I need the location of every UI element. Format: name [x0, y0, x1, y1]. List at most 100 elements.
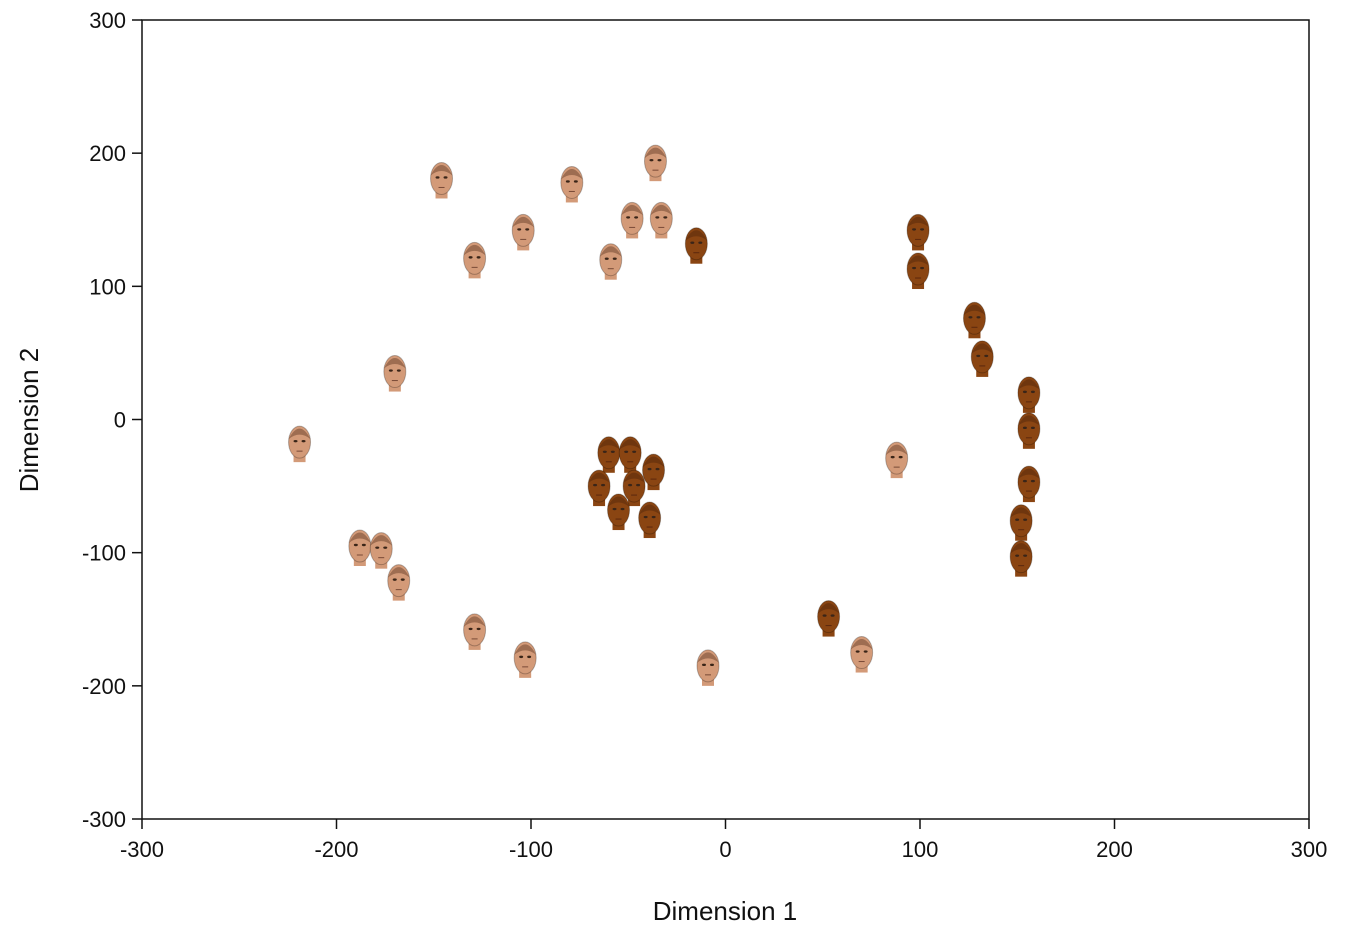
face-head — [587, 469, 611, 503]
face-eye — [468, 256, 473, 259]
face-hair — [1010, 507, 1033, 518]
face-hair — [560, 168, 583, 180]
face-head — [906, 213, 930, 247]
point — [684, 227, 708, 264]
face-eye — [443, 176, 448, 179]
point — [622, 469, 646, 507]
point — [597, 436, 621, 473]
point — [850, 636, 874, 673]
face-eye — [601, 483, 606, 487]
face-hair — [288, 428, 311, 440]
face-eye — [863, 650, 868, 653]
face-head — [599, 243, 623, 277]
point — [383, 355, 407, 392]
face-eye — [657, 158, 662, 162]
face-eye — [649, 158, 654, 162]
face-hair — [383, 358, 406, 369]
face-hair — [817, 603, 840, 614]
face-eye — [655, 216, 660, 219]
face-eye — [476, 256, 481, 259]
x-axis-label: Dimension 1 — [653, 896, 798, 926]
face-head — [369, 532, 393, 566]
x-tick-label: 0 — [719, 837, 731, 862]
point — [906, 213, 930, 251]
face-eye — [855, 650, 860, 653]
face-head — [1009, 540, 1033, 574]
face-hair — [370, 535, 393, 546]
face-hair — [971, 343, 994, 354]
face-eye — [612, 257, 617, 260]
face-eye — [1023, 518, 1028, 521]
face-hair — [621, 204, 644, 216]
face-eye — [890, 455, 895, 459]
face-eye — [643, 515, 648, 519]
face-eye — [593, 483, 598, 487]
face-eye — [612, 507, 617, 511]
face-eye — [830, 614, 835, 617]
face-eye — [468, 627, 473, 631]
face-head — [511, 213, 535, 247]
face-head — [850, 636, 874, 670]
face-eye — [435, 176, 440, 179]
face-eye — [655, 467, 660, 471]
face-eye — [634, 216, 639, 219]
face-eye — [517, 228, 522, 231]
face-eye — [1030, 390, 1035, 394]
point — [1009, 540, 1033, 577]
face-head — [649, 201, 673, 235]
face-eye — [375, 546, 380, 549]
face-eye — [984, 354, 989, 358]
point — [1017, 376, 1041, 413]
face-eye — [912, 266, 917, 270]
face-hair — [514, 644, 537, 655]
face-head — [387, 564, 411, 598]
face-head — [684, 227, 708, 261]
face-hair — [463, 244, 486, 256]
point — [463, 613, 487, 650]
point — [638, 501, 662, 539]
point — [511, 213, 535, 251]
face-hair — [607, 496, 630, 508]
face-eye — [647, 467, 652, 471]
face-eye — [353, 543, 358, 547]
point — [885, 441, 909, 479]
y-tick-label: 100 — [89, 274, 126, 299]
point — [618, 436, 642, 473]
face-eye — [573, 180, 578, 183]
y-tick-label: -200 — [82, 674, 126, 699]
point — [387, 564, 411, 601]
point — [1009, 504, 1033, 541]
face-eye — [632, 450, 637, 453]
face-head — [817, 600, 841, 634]
face-head — [618, 436, 642, 470]
face-hair — [885, 444, 908, 456]
face-eye — [1015, 554, 1020, 557]
face-eye — [1022, 390, 1027, 394]
x-tick-label: -100 — [509, 837, 553, 862]
point — [696, 649, 720, 686]
y-tick-label: -300 — [82, 807, 126, 832]
face-hair — [619, 439, 642, 450]
face-eye — [476, 627, 481, 631]
point — [560, 165, 584, 203]
face-eye — [912, 228, 917, 231]
face-eye — [628, 483, 633, 487]
face-head — [1017, 465, 1041, 499]
face-hair — [650, 204, 673, 216]
face-head — [1009, 504, 1033, 538]
face-hair — [1017, 468, 1040, 480]
point — [649, 201, 673, 239]
face-hair — [642, 456, 665, 468]
face-hair — [348, 532, 371, 544]
face-eye — [709, 663, 714, 667]
face-head — [642, 453, 666, 487]
face-eye — [822, 614, 827, 617]
face-eye — [527, 655, 532, 659]
face-eye — [565, 180, 570, 183]
face-eye — [610, 450, 615, 453]
face-head — [622, 469, 646, 503]
y-tick-label: 200 — [89, 141, 126, 166]
face-eye — [698, 241, 703, 244]
face-eye — [293, 439, 298, 443]
